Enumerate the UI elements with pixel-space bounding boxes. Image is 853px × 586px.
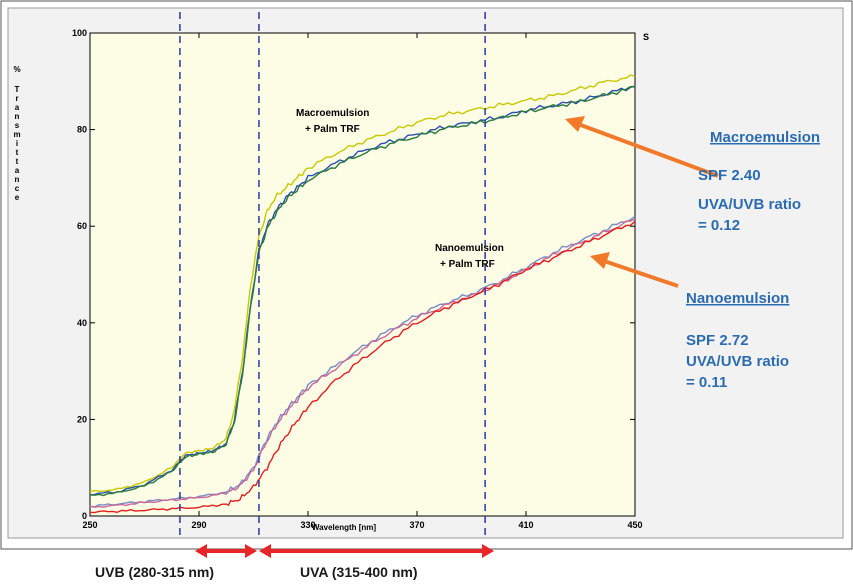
series-line-nano — [89, 220, 636, 514]
nano-arrow-head — [590, 252, 610, 269]
nano-curve-label: Nanoemulsion — [435, 243, 504, 254]
x-axis-label: Wavelength [nm] — [312, 523, 376, 532]
x-tick-label: 450 — [627, 520, 642, 530]
uvb-label: UVB (280-315 nm) — [95, 564, 214, 580]
macro-spf: SPF 2.40 — [698, 167, 761, 184]
y-tick-label: 80 — [77, 125, 87, 135]
macro-ratio-line2: = 0.12 — [698, 217, 740, 234]
nano-curve-sublabel: + Palm TRF — [440, 259, 495, 270]
uva-arrow-left — [259, 544, 271, 558]
macro-arrow — [577, 122, 719, 178]
series-line-nano — [89, 218, 636, 508]
y-axis-label-char: n — [15, 112, 20, 121]
x-tick-label: 330 — [300, 520, 315, 530]
nano-title: Nanoemulsion — [686, 290, 789, 307]
macro-arrow-head — [565, 116, 585, 132]
nano-ratio-line2: = 0.11 — [686, 374, 727, 391]
nano-arrow — [603, 259, 679, 288]
macro-title: Macroemulsion — [710, 129, 820, 146]
macro-ratio-line1: UVA/UVB ratio — [698, 196, 801, 213]
series-group — [89, 74, 636, 514]
nano-spf: SPF 2.72 — [686, 332, 749, 349]
nano-ratio-line1: UVA/UVB ratio — [686, 353, 789, 370]
uvb-arrow-right — [245, 544, 257, 558]
axis-ticks — [89, 32, 636, 517]
series-line-macro — [89, 74, 636, 493]
y-tick-label: 0 — [82, 511, 87, 521]
y-axis-label-char: a — [15, 103, 20, 112]
y-axis-label-char: i — [16, 139, 18, 148]
y-tick-labels: 0 20 40 60 80 100 — [72, 28, 87, 521]
y-axis-label-char: m — [13, 130, 20, 139]
y-axis-label-char: % — [13, 65, 20, 74]
x-tick-label: 370 — [409, 520, 424, 530]
y-axis-label-char: s — [15, 121, 20, 130]
y-axis-label-char: T — [15, 85, 20, 94]
series-line-macro — [89, 85, 636, 497]
y-axis-label-char: r — [15, 94, 18, 103]
x-tick-label: 250 — [82, 520, 97, 530]
y-tick-label: 20 — [77, 414, 87, 424]
uva-arrow-right — [482, 544, 494, 558]
y-axis-label-char: a — [15, 166, 20, 175]
x-tick-label: 290 — [191, 520, 206, 530]
macro-curve-sublabel: + Palm TRF — [305, 124, 360, 135]
y-axis-label-char: t — [16, 157, 19, 166]
y-axis-label-char: t — [16, 148, 19, 157]
y-axis-label-char: c — [15, 184, 20, 193]
reference-lines — [179, 12, 486, 535]
macro-curve-label: Macroemulsion — [296, 108, 369, 119]
uva-label: UVA (315-400 nm) — [300, 564, 417, 580]
corner-fragment: S — [643, 32, 649, 42]
plot-area — [89, 32, 636, 517]
x-tick-label: 410 — [518, 520, 533, 530]
uvb-arrow-left — [195, 544, 207, 558]
y-tick-label: 100 — [72, 28, 87, 38]
y-axis-label-char: e — [15, 193, 20, 202]
y-axis-label-char: n — [15, 175, 20, 184]
y-tick-label: 40 — [77, 318, 87, 328]
y-tick-label: 60 — [77, 221, 87, 231]
x-tick-labels: 250 290 330 370 410 450 — [82, 520, 642, 530]
